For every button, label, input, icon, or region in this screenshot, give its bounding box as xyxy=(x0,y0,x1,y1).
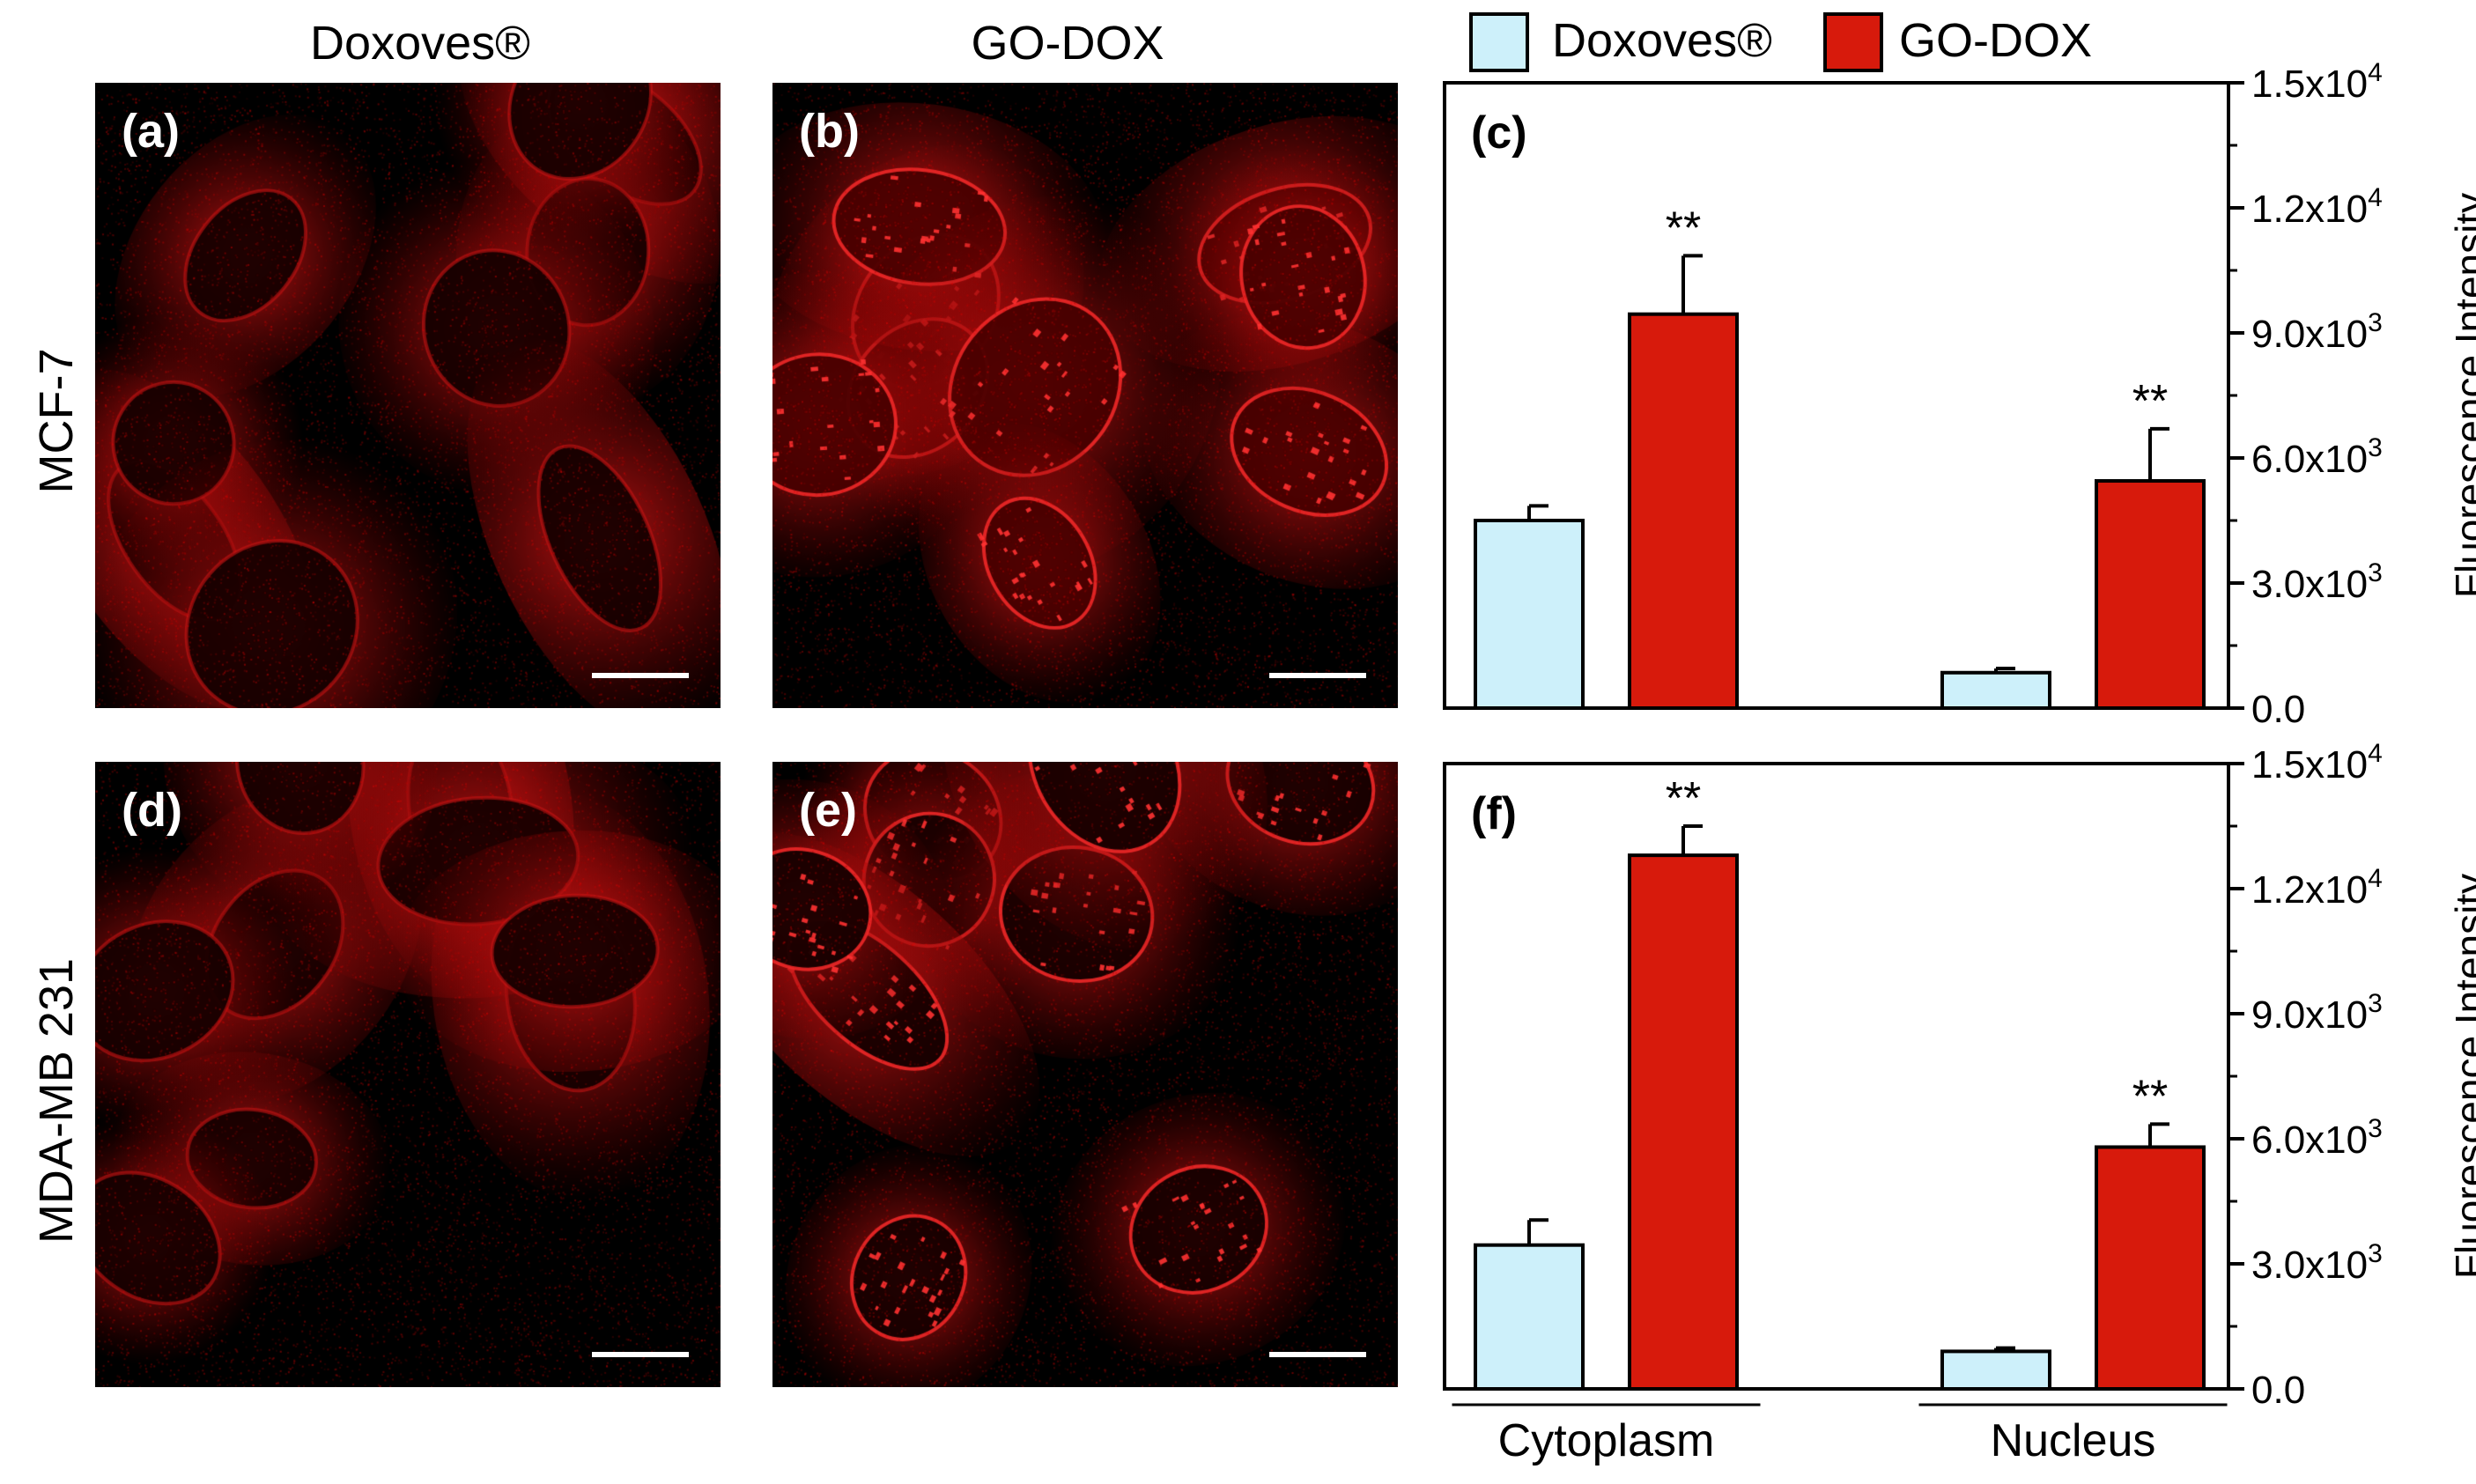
y-tick-label: 9.0x103 xyxy=(2251,308,2383,356)
bar-cytoplasm-go-dox xyxy=(1628,312,1739,710)
scale-bar xyxy=(592,1352,689,1357)
y-tick-label: 1.2x104 xyxy=(2251,864,2383,912)
significance-marker: ** xyxy=(2132,1071,2168,1122)
panel-label: (c) xyxy=(1471,107,1527,159)
bar-nucleus-go-dox xyxy=(2095,1145,2206,1391)
panel-label: (f) xyxy=(1471,788,1517,839)
y-tick-label: 0.0 xyxy=(2251,1369,2305,1412)
legend: Doxoves® GO-DOX xyxy=(1469,12,2092,72)
panel-label-e: (e) xyxy=(799,784,857,837)
significance-marker: ** xyxy=(2132,376,2168,427)
bar-cytoplasm-doxoves xyxy=(1474,519,1585,710)
legend-label-go-dox: GO-DOX xyxy=(1899,14,2092,67)
y-tick-label: 1.2x104 xyxy=(2251,183,2383,231)
legend-swatch-go-dox xyxy=(1823,12,1883,72)
x-category-label: Cytoplasm xyxy=(1498,1415,1715,1466)
y-tick-label: 9.0x103 xyxy=(2251,989,2383,1037)
y-axis-label: Fluorescence Intensity xyxy=(2447,874,2476,1279)
panel-label-b: (b) xyxy=(799,105,860,158)
panel-label-a: (a) xyxy=(122,105,180,158)
y-tick-label: 6.0x103 xyxy=(2251,1114,2383,1162)
scale-bar xyxy=(1269,673,1366,678)
y-tick-label: 3.0x103 xyxy=(2251,558,2383,606)
y-tick-label: 1.5x104 xyxy=(2251,58,2383,106)
bar-nucleus-doxoves xyxy=(1940,1349,2051,1392)
scale-bar xyxy=(592,673,689,678)
bar-cytoplasm-doxoves xyxy=(1474,1243,1585,1391)
micrograph-d: (d) xyxy=(95,762,721,1387)
bar-nucleus-doxoves xyxy=(1940,670,2051,710)
y-tick-label: 1.5x104 xyxy=(2251,739,2383,786)
y-axis-label: Fluorescence Intensity xyxy=(2447,193,2476,598)
legend-label-doxoves: Doxoves® xyxy=(1552,14,1772,67)
chart-c: 0.0 3.0x103 6.0x103 9.0x103 1.2x104 1.5x104 Fl… xyxy=(1443,58,2476,731)
micrograph-e: (e) xyxy=(772,762,1398,1387)
legend-swatch-doxoves xyxy=(1469,12,1529,72)
y-tick-label: 0.0 xyxy=(2251,688,2305,731)
micrograph-b: (b) xyxy=(772,83,1398,708)
significance-marker: ** xyxy=(1666,773,1701,824)
x-category-label: Nucleus xyxy=(1991,1415,2156,1466)
significance-marker: ** xyxy=(1666,203,1701,254)
scale-bar xyxy=(1269,1352,1366,1357)
chart-f: 0.0 3.0x103 6.0x103 9.0x103 1.2x104 1.5x104 Fl… xyxy=(1443,739,2476,1466)
bar-nucleus-go-dox xyxy=(2095,479,2206,710)
column-header-doxoves: Doxoves® xyxy=(310,17,530,70)
micrograph-a: (a) xyxy=(95,83,721,708)
panel-label-d: (d) xyxy=(122,784,182,837)
y-tick-label: 3.0x103 xyxy=(2251,1239,2383,1287)
y-tick-label: 6.0x103 xyxy=(2251,433,2383,481)
bar-cytoplasm-go-dox xyxy=(1628,853,1739,1391)
column-header-go-dox: GO-DOX xyxy=(971,17,1164,70)
